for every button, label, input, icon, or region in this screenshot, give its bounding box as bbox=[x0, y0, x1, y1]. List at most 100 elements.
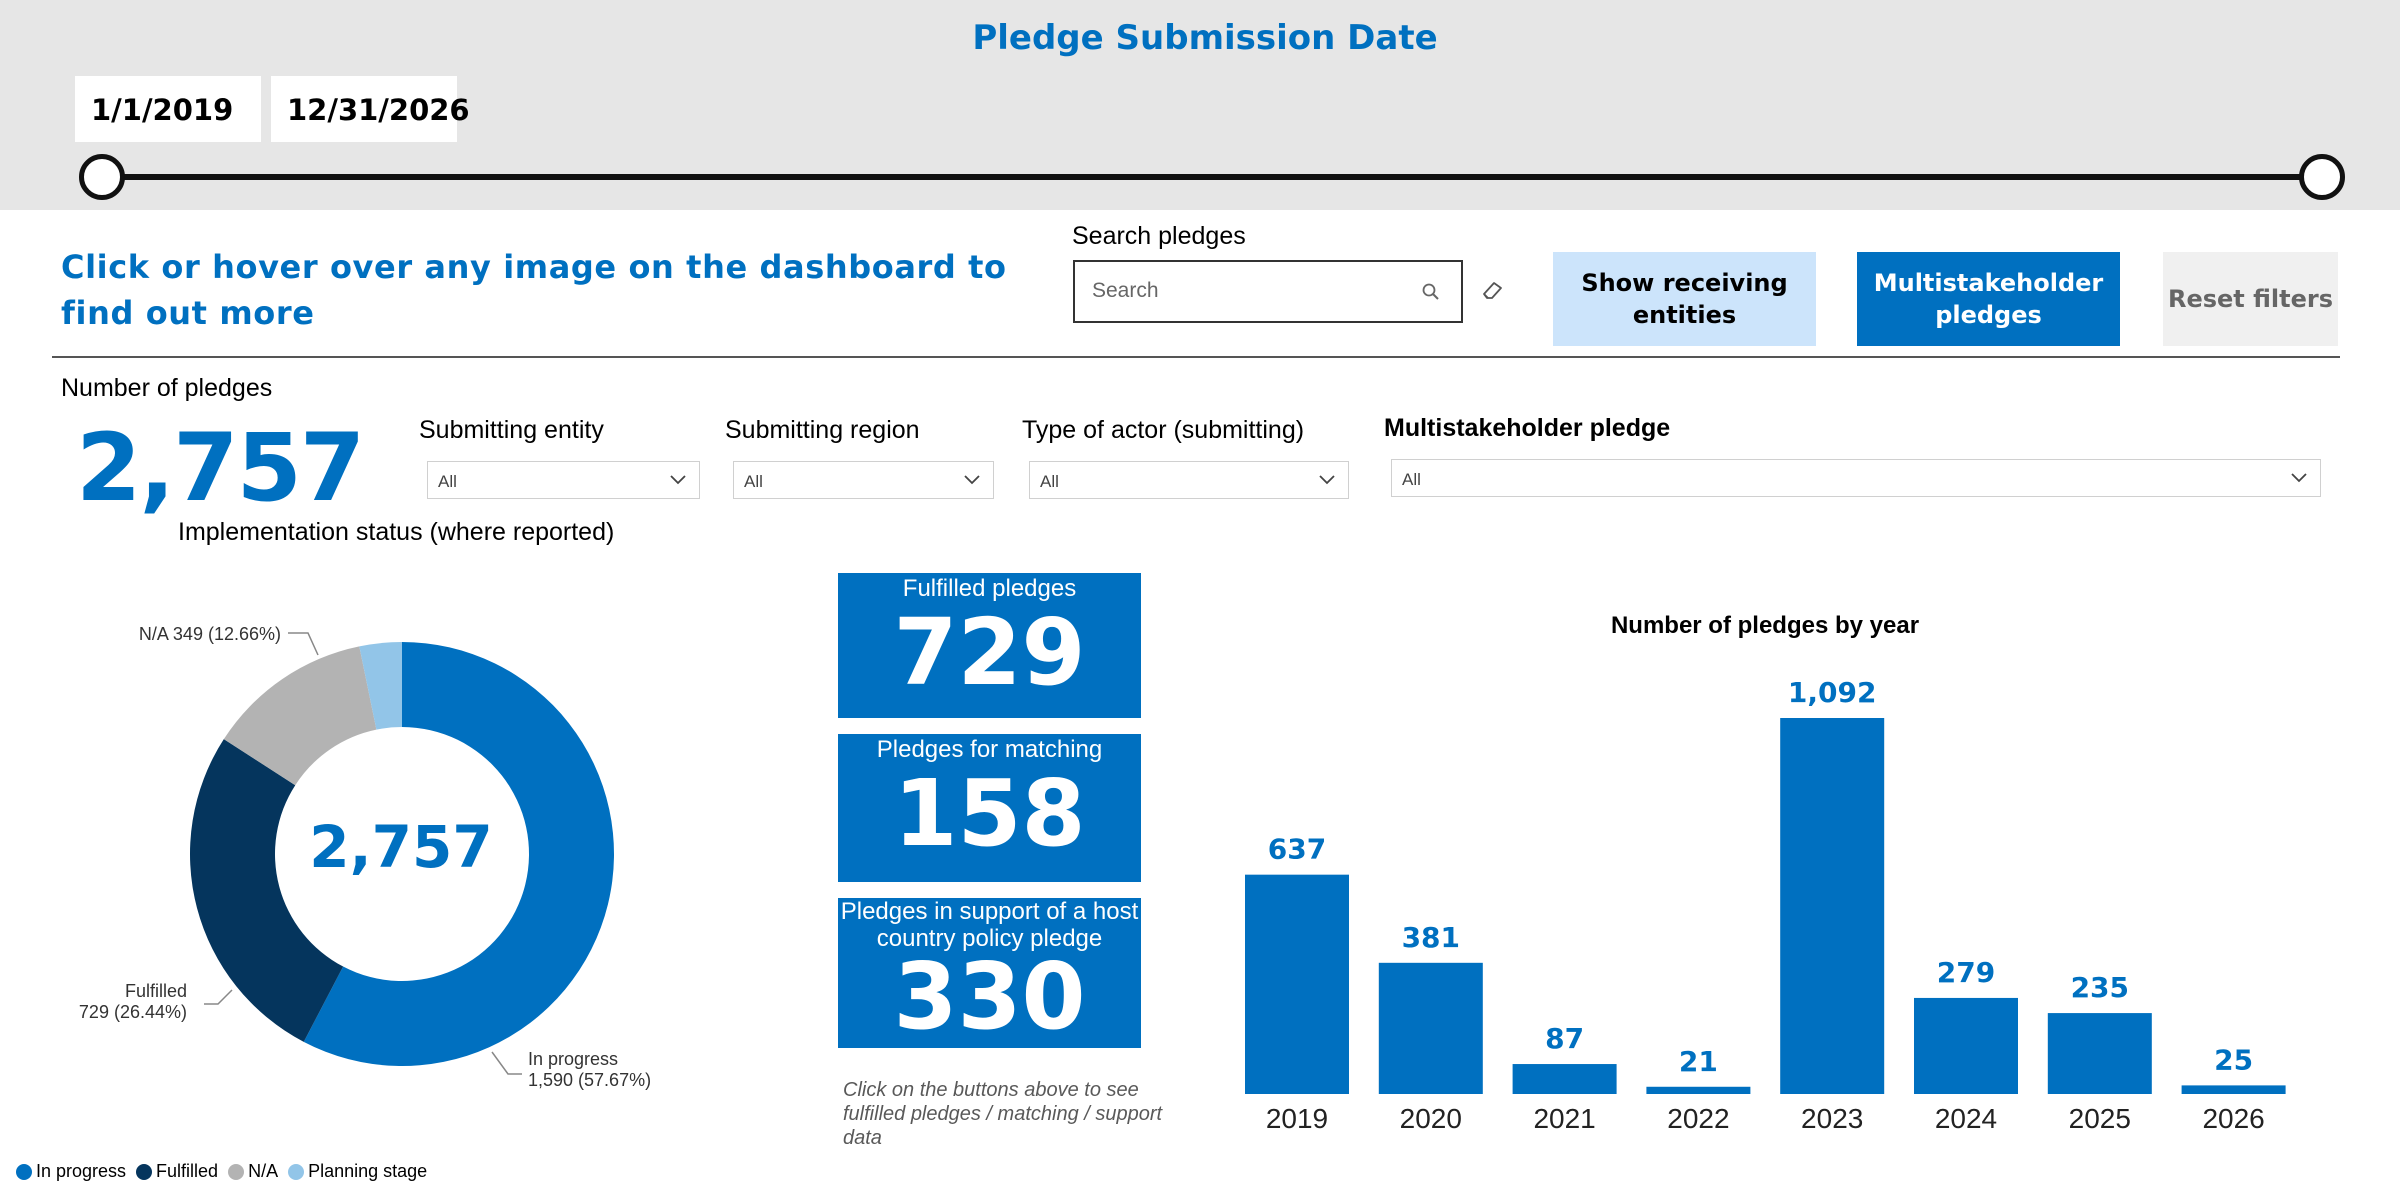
donut-callout-line bbox=[491, 1051, 522, 1075]
x-tick-label: 2024 bbox=[1935, 1103, 1997, 1134]
host-country-support-card[interactable]: Pledges in support of a host country pol… bbox=[838, 898, 1141, 1048]
legend-swatch bbox=[288, 1163, 305, 1180]
donut-slice-fulfilled[interactable] bbox=[189, 739, 344, 1042]
legend-swatch bbox=[16, 1163, 32, 1180]
donut-callout-line bbox=[204, 989, 233, 1005]
x-tick-label: 2026 bbox=[2202, 1103, 2264, 1134]
dropdown-value: All bbox=[1402, 470, 1421, 489]
bar-2022[interactable] bbox=[1646, 1086, 1751, 1094]
implementation-legend: In progress Fulfilled N/A Planning stage bbox=[16, 1161, 427, 1182]
pledges-by-year-chart: 637 2019 381 2020 87 2021 21 2022 1,092 2023 279 20… bbox=[1245, 676, 2286, 1134]
bar-data-label: 235 bbox=[2071, 971, 2129, 1004]
legend-swatch bbox=[228, 1163, 245, 1180]
donut-center-total: 2,757 bbox=[309, 813, 492, 881]
search-box bbox=[1073, 260, 1463, 323]
donut-slice-in-progress[interactable] bbox=[303, 642, 614, 1066]
implementation-status-donut[interactable]: 2,757 N/A 349 (12.66%) Fulfilled 729 (26… bbox=[0, 560, 800, 1120]
donut-slice-planning-stage[interactable] bbox=[359, 642, 402, 730]
chevron-down-icon bbox=[670, 475, 686, 485]
legend-label: N/A bbox=[248, 1161, 279, 1181]
donut-label-na: N/A 349 (12.66%) bbox=[139, 624, 281, 644]
x-tick-label: 2020 bbox=[1400, 1103, 1462, 1134]
date-filter-title: Pledge Submission Date bbox=[972, 18, 1438, 58]
chevron-down-icon bbox=[2291, 473, 2307, 483]
bar-2021[interactable] bbox=[1512, 1064, 1617, 1094]
donut-label-inprogress-name: In progress bbox=[528, 1049, 618, 1069]
bar-data-label: 87 bbox=[1545, 1022, 1584, 1055]
bar-2024[interactable] bbox=[1914, 997, 2018, 1094]
legend-item-na[interactable]: N/A bbox=[228, 1161, 278, 1182]
header-divider bbox=[52, 356, 2340, 358]
date-range-slider-track[interactable] bbox=[100, 174, 2322, 180]
legend-label: Fulfilled bbox=[156, 1161, 219, 1181]
chevron-down-icon bbox=[1319, 475, 1335, 485]
dropdown-value: All bbox=[438, 472, 457, 491]
x-tick-label: 2022 bbox=[1667, 1103, 1729, 1134]
search-icon[interactable] bbox=[1421, 282, 1441, 302]
bar-data-label: 381 bbox=[1402, 921, 1460, 954]
x-tick-label: 2021 bbox=[1533, 1103, 1595, 1134]
filter-label-submitting-entity: Submitting entity bbox=[419, 416, 604, 444]
start-date-field[interactable]: 1/1/2019 bbox=[75, 76, 261, 142]
bar-data-label: 21 bbox=[1679, 1045, 1718, 1078]
dropdown-value: All bbox=[1040, 472, 1059, 491]
legend-item-in-progress[interactable]: In progress bbox=[16, 1161, 126, 1182]
x-tick-label: 2023 bbox=[1801, 1103, 1863, 1134]
type-of-actor-dropdown[interactable]: All bbox=[1029, 461, 1349, 499]
card-title: Pledges for matching bbox=[876, 736, 1103, 763]
chevron-down-icon bbox=[964, 475, 980, 485]
donut-label-fulfilled-name: Fulfilled bbox=[125, 981, 187, 1001]
pledges-for-matching-card[interactable]: Pledges for matching 158 bbox=[838, 734, 1141, 882]
search-label: Search pledges bbox=[1072, 222, 1246, 250]
bar-2025[interactable] bbox=[2047, 1013, 2152, 1094]
legend-item-planning-stage[interactable]: Planning stage bbox=[288, 1161, 427, 1182]
search-input[interactable] bbox=[1075, 262, 1395, 320]
card-title: Fulfilled pledges bbox=[902, 575, 1077, 602]
number-of-pledges-value: 2,757 bbox=[76, 414, 365, 523]
end-date-field[interactable]: 12/31/2026 bbox=[271, 76, 470, 142]
legend-swatch bbox=[136, 1163, 153, 1180]
implementation-status-title: Implementation status (where reported) bbox=[178, 518, 615, 546]
x-tick-label: 2019 bbox=[1266, 1103, 1328, 1134]
dashboard-hint: Click or hover over any image on the das… bbox=[61, 248, 1007, 332]
submitting-entity-dropdown[interactable]: All bbox=[427, 461, 700, 499]
x-tick-label: 2025 bbox=[2069, 1103, 2131, 1134]
show-receiving-entities-button[interactable]: Show receiving entities bbox=[1553, 252, 1816, 346]
legend-label: Planning stage bbox=[308, 1161, 428, 1181]
filter-label-multistakeholder: Multistakeholder pledge bbox=[1384, 414, 1671, 442]
donut-callout-line bbox=[288, 632, 319, 656]
bar-data-label: 1,092 bbox=[1788, 676, 1877, 709]
bar-data-label: 637 bbox=[1268, 833, 1326, 866]
dropdown-value: All bbox=[744, 472, 763, 491]
donut-label-inprogress-value: 1,590 (57.67%) bbox=[528, 1070, 651, 1090]
eraser-icon[interactable] bbox=[1480, 278, 1506, 300]
fulfilled-pledges-card[interactable]: Fulfilled pledges 729 bbox=[838, 573, 1141, 718]
date-range-start-handle[interactable] bbox=[79, 154, 125, 200]
bar-2023[interactable] bbox=[1780, 718, 1885, 1094]
multistakeholder-pledges-button[interactable]: Multistakeholder pledges bbox=[1857, 252, 2120, 346]
legend-label: In progress bbox=[36, 1161, 127, 1181]
number-of-pledges-label: Number of pledges bbox=[61, 374, 273, 402]
card-title: Pledges in support of a host country pol… bbox=[840, 898, 1139, 952]
bar-2026[interactable] bbox=[2181, 1085, 2286, 1094]
date-filter-panel: Pledge Submission Date 1/1/2019 12/31/20… bbox=[0, 0, 2400, 210]
filter-label-submitting-region: Submitting region bbox=[725, 416, 920, 444]
bar-chart-title: Number of pledges by year bbox=[1610, 612, 1920, 639]
date-range-end-handle[interactable] bbox=[2299, 154, 2345, 200]
card-note: Click on the buttons above to see fulfil… bbox=[843, 1079, 1163, 1149]
card-value: 729 bbox=[893, 599, 1086, 706]
bar-data-label: 279 bbox=[1937, 956, 1995, 989]
reset-filters-button[interactable]: Reset filters bbox=[2163, 252, 2338, 346]
donut-label-fulfilled-value: 729 (26.44%) bbox=[79, 1002, 187, 1022]
legend-item-fulfilled[interactable]: Fulfilled bbox=[136, 1161, 218, 1182]
bar-data-label: 25 bbox=[2214, 1043, 2253, 1076]
filter-label-type-of-actor: Type of actor (submitting) bbox=[1022, 416, 1305, 444]
donut-slice-na[interactable] bbox=[223, 646, 377, 786]
bar-2020[interactable] bbox=[1378, 962, 1483, 1094]
card-value: 330 bbox=[893, 943, 1086, 1050]
multistakeholder-dropdown[interactable]: All bbox=[1391, 459, 2321, 497]
submitting-region-dropdown[interactable]: All bbox=[733, 461, 994, 499]
bar-2019[interactable] bbox=[1245, 874, 1349, 1094]
card-value: 158 bbox=[893, 760, 1086, 867]
